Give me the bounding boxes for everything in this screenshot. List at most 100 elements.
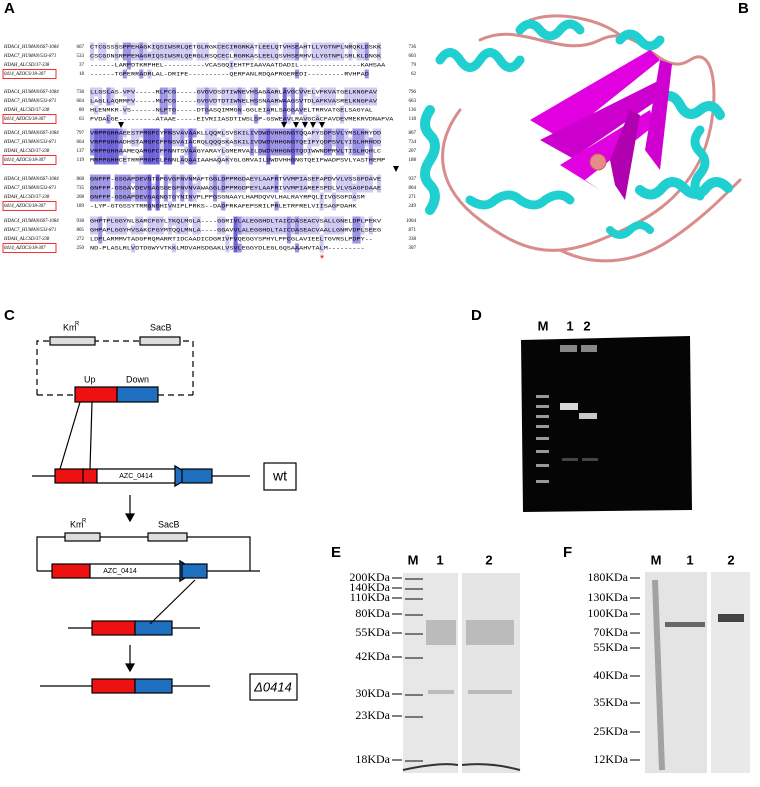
conservation-shade: [225, 174, 230, 184]
conservation-shade: [110, 225, 115, 235]
conservation-shade: [172, 51, 177, 61]
conservation-shade: [368, 183, 373, 193]
conservation-shade: [98, 128, 103, 138]
conservation-shade: [344, 87, 349, 97]
conservation-shade: [344, 183, 349, 193]
conservation-shade: [90, 128, 95, 138]
conservation-shade: [290, 225, 295, 235]
conservation-shade: [266, 51, 271, 61]
conservation-shade: [295, 225, 300, 235]
conservation-shade: [151, 225, 156, 235]
conservation-shade: [270, 51, 275, 61]
conservation-shade: [114, 174, 119, 184]
conservation-shade: [348, 87, 353, 97]
conservation-shade: [155, 51, 160, 61]
conservation-shade: [274, 183, 279, 193]
conservation-shade: [331, 51, 336, 61]
conservation-shade: [225, 234, 230, 244]
conservation-shade: [340, 174, 345, 184]
conservation-shade: [356, 128, 361, 138]
conservation-shade: [208, 96, 213, 106]
conservation-shade: [147, 225, 152, 235]
conservation-shade: [102, 51, 107, 61]
conservation-shade: [106, 128, 111, 138]
conservation-shade: [258, 42, 263, 52]
conservation-shade: [126, 174, 131, 184]
conservation-shade: [249, 96, 254, 106]
conservation-shade: [98, 225, 103, 235]
conservation-shade: [155, 216, 160, 226]
start-position: 80: [79, 108, 85, 113]
conservation-shade: [217, 183, 222, 193]
conservation-shade: [340, 183, 345, 193]
conservation-shade: [208, 183, 213, 193]
conservation-shade: [377, 51, 382, 61]
gene-label: AZC_0414: [103, 568, 137, 575]
conservation-shade: [368, 137, 373, 147]
conservation-shade: [135, 192, 140, 202]
end-position: 338: [409, 237, 417, 242]
conservation-shade: [221, 146, 226, 156]
conservation-shade: [348, 183, 353, 193]
conservation-shade: [176, 216, 181, 226]
conservation-shade: [340, 137, 345, 147]
conservation-shade: [98, 146, 103, 156]
conservation-shade: [188, 51, 193, 61]
start-position: 119: [77, 158, 85, 163]
conservation-shade: [274, 216, 279, 226]
conservation-shade: [151, 146, 156, 156]
conservation-shade: [270, 225, 275, 235]
conservation-shade: [106, 183, 111, 193]
conservation-shade: [262, 128, 267, 138]
protein-structure: [420, 14, 742, 263]
site-marker: [293, 122, 299, 128]
conservation-shade: [340, 51, 345, 61]
conservation-shade: [114, 137, 119, 147]
conservation-shade: [233, 174, 238, 184]
down-label: Down: [126, 374, 149, 384]
conservation-shade: [102, 174, 107, 184]
conservation-shade: [299, 146, 304, 156]
sequence: GNFFP-GSGAPDEVGAGNGTGYNINVPLPPGSGNAAYLHA…: [90, 193, 365, 200]
conservation-shade: [336, 216, 341, 226]
conservation-shade: [163, 128, 168, 138]
conservation-shade: [241, 183, 246, 193]
start-position: 18: [79, 72, 85, 77]
end-position: 62: [411, 72, 417, 77]
sequence-name: HDAC7_HUMAN/533-871: [3, 54, 56, 59]
marker-label: 55KDa: [355, 625, 390, 639]
conservation-shade: [245, 137, 250, 147]
conservation-shade: [147, 183, 152, 193]
sequence-name: HDAC4_HUMAN/667-1084: [3, 219, 59, 224]
conservation-shade: [184, 146, 189, 156]
conservation-shade: [204, 137, 209, 147]
conservation-shade: [254, 174, 259, 184]
conservation-shade: [364, 42, 369, 52]
conservation-shade: [295, 174, 300, 184]
conservation-shade: [315, 216, 320, 226]
conservation-shade: [372, 128, 377, 138]
conservation-shade: [159, 216, 164, 226]
conservation-shade: [295, 216, 300, 226]
conservation-shade: [151, 183, 156, 193]
conservation-shade: [360, 51, 365, 61]
conservation-shade: [159, 51, 164, 61]
conservation-shade: [364, 137, 369, 147]
conservation-shade: [106, 87, 111, 97]
conservation-shade: [331, 96, 336, 106]
conservation-shade: [221, 51, 226, 61]
end-position: 734: [409, 140, 417, 145]
km-superscript: R: [82, 519, 87, 525]
marker-label: 23KDa: [355, 708, 390, 722]
conservation-shade: [94, 225, 99, 235]
conservation-shade: [327, 87, 332, 97]
conservation-shade: [221, 225, 226, 235]
conservation-shade: [274, 87, 279, 97]
sequence: HLENMKR-VS------NLPTG-----DTGASQIMMGN-GG…: [90, 106, 373, 113]
conservation-shade: [307, 216, 312, 226]
conservation-shade: [282, 225, 287, 235]
conservation-shade: [352, 128, 357, 138]
sequence: VRPPGHHAEESTPMGFCYFNSVAVAAKLLQQRLSVSKILI…: [90, 129, 382, 136]
conservation-shade: [344, 174, 349, 184]
conservation-shade: [303, 42, 308, 52]
